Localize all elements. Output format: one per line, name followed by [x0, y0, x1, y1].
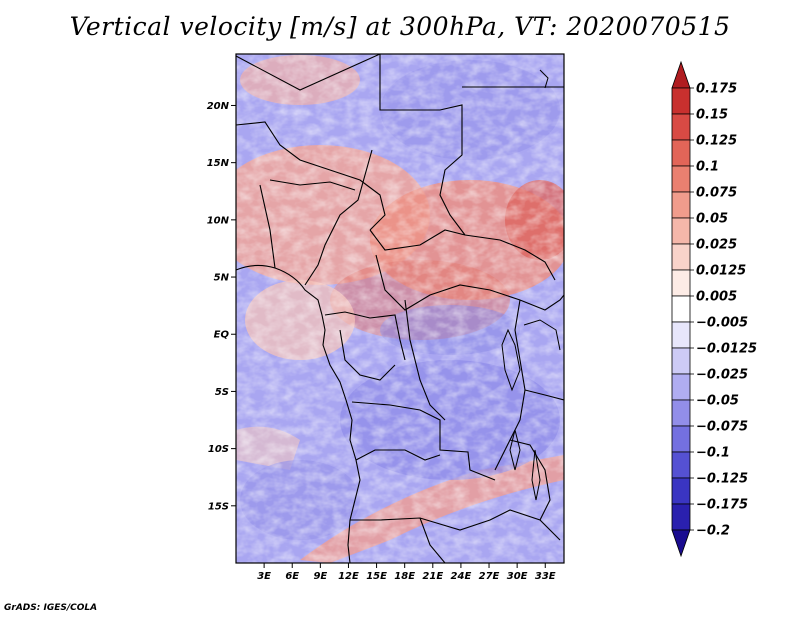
- colorbar: 0.175 0.15 0.125 0.1 0.075 0.05 0.025 0.0125 0.0…: [671, 60, 757, 558]
- colorbar-bin: [671, 113, 691, 141]
- lat-tick-label: 10N: [207, 215, 230, 226]
- colorbar-bin: [671, 295, 691, 323]
- colorbar-bin: [671, 217, 691, 245]
- colorbar-label: 0.005: [696, 290, 737, 305]
- lat-tick-label: 10S: [208, 444, 229, 455]
- colorbar-bin: [671, 451, 691, 479]
- map-field: [236, 54, 564, 563]
- colorbar-label: −0.0125: [696, 342, 757, 357]
- lat-tick-label: 15S: [208, 501, 229, 512]
- lat-tick-label: 15N: [207, 158, 230, 169]
- colorbar-label: −0.175: [696, 498, 748, 513]
- colorbar-label: 0.125: [696, 134, 737, 149]
- colorbar-label: 0.175: [696, 82, 737, 97]
- colorbar-bin: [671, 269, 691, 297]
- map-axes: 20N 15N 10N 5N EQ 5S 10S 15S 3E 6E 9E 12E 15E 18E 21E 2…: [207, 101, 556, 582]
- colorbar-label: 0.0125: [696, 264, 746, 279]
- lon-tick-label: 15E: [366, 571, 387, 582]
- colorbar-bin: [671, 503, 691, 531]
- colorbar-bin: [671, 87, 691, 115]
- colorbar-bin: [671, 165, 691, 193]
- lon-tick-label: 30E: [507, 571, 528, 582]
- map-title: Vertical velocity [m/s] at 300hPa, VT: 2…: [69, 12, 731, 41]
- colorbar-label: 0.075: [696, 186, 737, 201]
- colorbar-label: −0.125: [696, 472, 748, 487]
- lat-tick-label: 5N: [214, 273, 230, 284]
- colorbar-label: 0.05: [696, 212, 728, 227]
- lon-tick-label: 24E: [451, 571, 472, 582]
- colorbar-bin: [671, 347, 691, 375]
- colorbar-label: 0.025: [696, 238, 737, 253]
- lon-tick-label: 6E: [285, 571, 299, 582]
- colorbar-label: −0.1: [696, 446, 730, 461]
- lon-tick-label: 33E: [535, 571, 556, 582]
- colorbar-label: −0.025: [696, 368, 748, 383]
- map-frame: [235, 53, 565, 564]
- lon-tick-label: 9E: [313, 571, 327, 582]
- colorbar-label: 0.15: [696, 108, 728, 123]
- lat-tick-label: 5S: [215, 387, 229, 398]
- colorbar-bin: [671, 477, 691, 505]
- colorbar-bin: [671, 321, 691, 349]
- colorbar-label: −0.005: [696, 316, 748, 331]
- colorbar-label: −0.05: [696, 394, 739, 409]
- country-borders: [236, 54, 564, 563]
- lon-tick-label: 12E: [338, 571, 359, 582]
- lon-tick-label: 27E: [479, 571, 500, 582]
- colorbar-bin: [671, 529, 691, 558]
- lon-tick-label: 18E: [394, 571, 415, 582]
- colorbar-bin: [671, 373, 691, 401]
- lon-tick-label: 3E: [257, 571, 271, 582]
- lat-tick-label: EQ: [214, 330, 230, 341]
- colorbar-label: −0.2: [696, 524, 730, 539]
- colorbar-bin: [671, 425, 691, 453]
- lon-tick-label: 21E: [422, 571, 443, 582]
- colorbar-label: 0.1: [696, 160, 719, 175]
- colorbar-bin: [671, 191, 691, 219]
- colorbar-label: −0.075: [696, 420, 748, 435]
- lat-tick-label: 20N: [207, 101, 230, 112]
- colorbar-bin: [671, 139, 691, 167]
- colorbar-bin: [671, 243, 691, 271]
- colorbar-bin: [671, 399, 691, 427]
- colorbar-bin: [671, 60, 691, 89]
- grads-credit: GrADS: IGES/COLA: [4, 603, 98, 613]
